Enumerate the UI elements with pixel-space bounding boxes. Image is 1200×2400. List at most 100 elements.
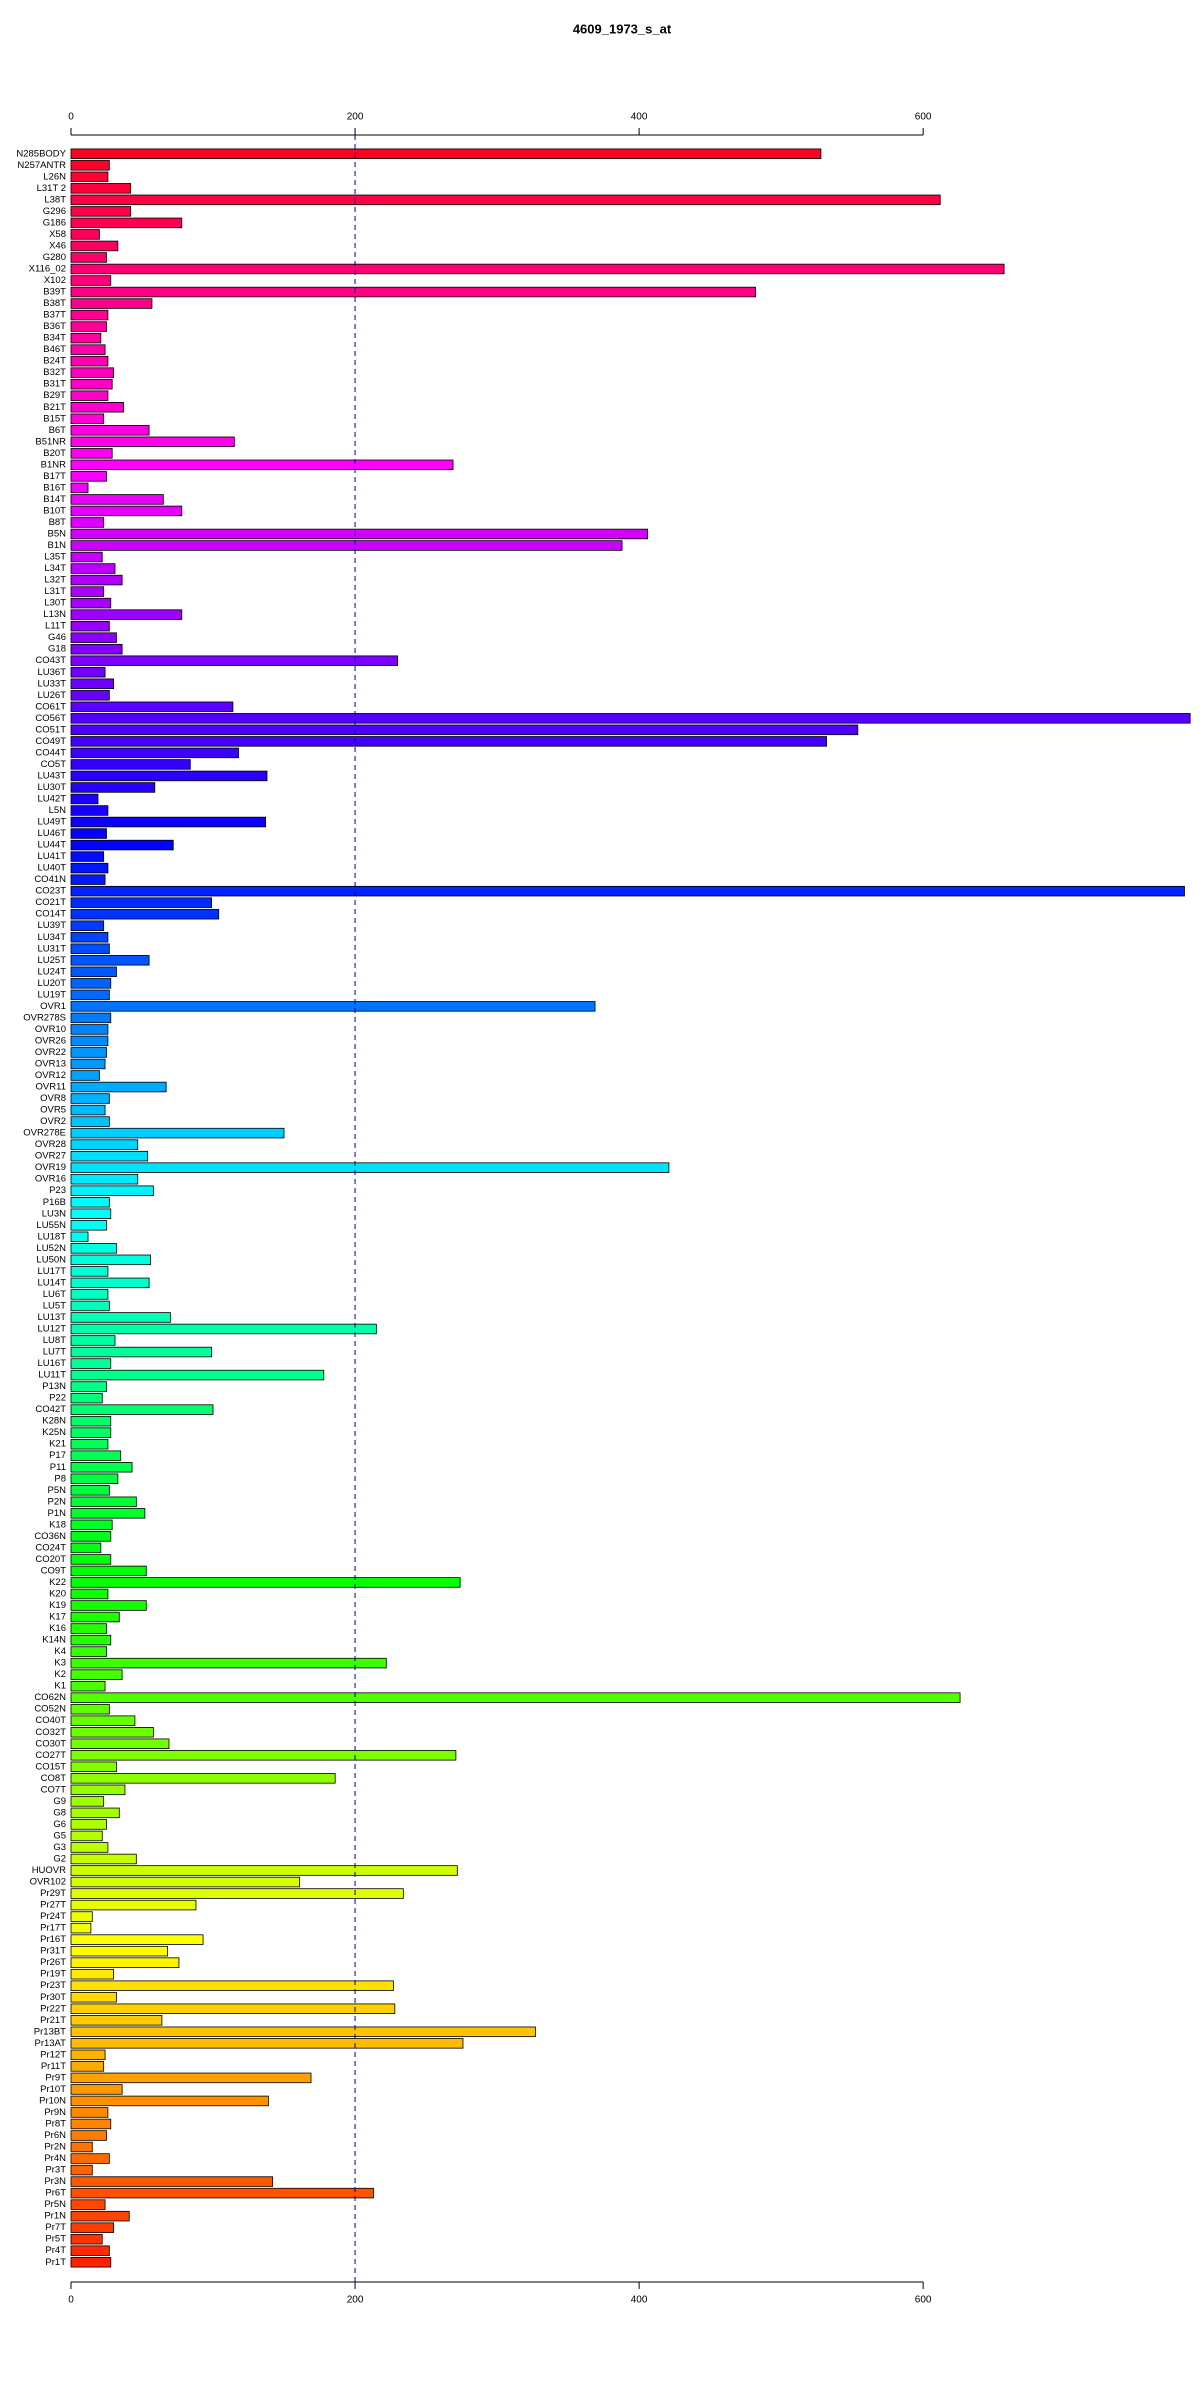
y-tick-label: OVR8	[40, 1093, 66, 1104]
bar	[70, 459, 454, 471]
bar	[70, 448, 113, 459]
bar	[70, 655, 399, 666]
y-tick-label: P1N	[48, 1508, 67, 1519]
y-tick-label: LU34T	[37, 932, 66, 943]
bar	[70, 2141, 93, 2153]
y-tick-label: LU30T	[37, 782, 66, 793]
bar	[70, 701, 234, 713]
y-tick-label: Pr5N	[44, 2199, 66, 2210]
bar	[70, 1381, 107, 1392]
bar	[70, 1150, 149, 1162]
y-tick-label: L31T	[44, 586, 66, 597]
y-tick-label: P11	[50, 1462, 66, 1473]
y-tick-label: LU7T	[43, 1347, 66, 1358]
bar	[70, 298, 153, 309]
bar	[70, 874, 106, 885]
bar	[70, 344, 106, 355]
bar	[70, 1865, 458, 1876]
bar	[70, 160, 110, 171]
bar	[70, 632, 117, 643]
bar	[70, 1369, 325, 1381]
bar	[70, 401, 124, 413]
bar	[70, 494, 164, 505]
y-tick-label: B16T	[43, 482, 66, 493]
bar	[70, 782, 156, 793]
bar	[70, 2222, 115, 2233]
bar	[70, 1404, 214, 1415]
y-tick-label: X116_02	[29, 263, 66, 274]
y-tick-label: Pr13AT	[34, 2038, 66, 2049]
y-tick-label: G3	[53, 1842, 66, 1853]
y-tick-label: Pr22T	[40, 2003, 66, 2014]
y-tick-label: LU8T	[43, 1335, 66, 1346]
y-tick-label: LU11T	[38, 1370, 66, 1381]
y-tick-label: Pr8T	[45, 2118, 66, 2129]
bar	[70, 1462, 133, 1473]
y-tick-label: CO24T	[35, 1542, 66, 1553]
y-tick-label: K16	[49, 1623, 66, 1634]
x-tick-label: 600	[915, 112, 932, 123]
bar	[70, 1266, 109, 1277]
bar	[70, 1600, 147, 1611]
bar	[70, 1185, 154, 1196]
bar	[70, 1692, 961, 1703]
y-tick-label: Pr31T	[40, 1946, 66, 1957]
bar	[70, 943, 110, 955]
bar	[70, 1012, 112, 1024]
bar	[70, 194, 941, 206]
bar	[70, 1231, 89, 1243]
bar	[70, 505, 183, 517]
y-tick-label: K25N	[42, 1427, 66, 1438]
bar	[70, 955, 150, 966]
y-tick-label: K20	[49, 1588, 66, 1599]
y-tick-label: Pr30T	[40, 1992, 66, 2003]
bar	[70, 1680, 106, 1692]
bar	[70, 2153, 110, 2164]
bar	[70, 378, 113, 390]
y-tick-label: N257ANTR	[17, 160, 66, 171]
y-tick-label: G296	[43, 206, 66, 217]
y-tick-label: OVR2	[40, 1116, 66, 1127]
bar	[70, 1784, 126, 1796]
y-tick-label: B6T	[49, 425, 67, 436]
y-tick-label: L34T	[44, 563, 66, 574]
y-tick-label: L32T	[44, 575, 66, 586]
y-tick-label: G46	[48, 632, 66, 643]
bar	[70, 1876, 301, 1888]
bar	[70, 770, 268, 782]
bar	[70, 1819, 107, 1830]
y-tick-label: CO42T	[35, 1404, 66, 1415]
bar	[70, 932, 109, 943]
bar	[70, 1508, 146, 1519]
y-tick-label: CO43T	[35, 655, 66, 666]
bar	[70, 482, 89, 494]
y-tick-label: OVR278S	[23, 1012, 66, 1023]
bar	[70, 713, 1191, 724]
bar	[70, 1830, 103, 1842]
y-tick-label: L11T	[45, 621, 66, 632]
y-tick-label: Pr1T	[45, 2257, 66, 2268]
bar	[70, 1047, 107, 1058]
bar	[70, 793, 99, 805]
y-tick-label: Pr11T	[41, 2061, 66, 2072]
bar	[70, 908, 220, 920]
y-tick-label: L13N	[43, 609, 66, 620]
bar	[70, 240, 119, 252]
bar	[70, 1450, 122, 1461]
y-tick-label: Pr4N	[44, 2153, 66, 2164]
bar	[70, 1542, 102, 1554]
bar	[70, 1957, 180, 1968]
bar	[70, 217, 183, 229]
bar	[70, 2107, 109, 2118]
y-tick-label: Pr19T	[40, 1969, 66, 1980]
y-tick-label: B38T	[43, 298, 66, 309]
y-tick-label: LU17T	[37, 1266, 66, 1277]
y-tick-label: LU40T	[37, 863, 66, 874]
bar	[70, 1796, 105, 1807]
y-tick-label: LU25T	[37, 955, 66, 966]
y-tick-label: Pr16T	[40, 1934, 66, 1945]
y-tick-label: LU18T	[37, 1231, 66, 1242]
y-tick-label: LU16T	[37, 1358, 66, 1369]
chart-title: 4609_1973_s_at	[573, 21, 672, 36]
bar	[70, 148, 822, 159]
